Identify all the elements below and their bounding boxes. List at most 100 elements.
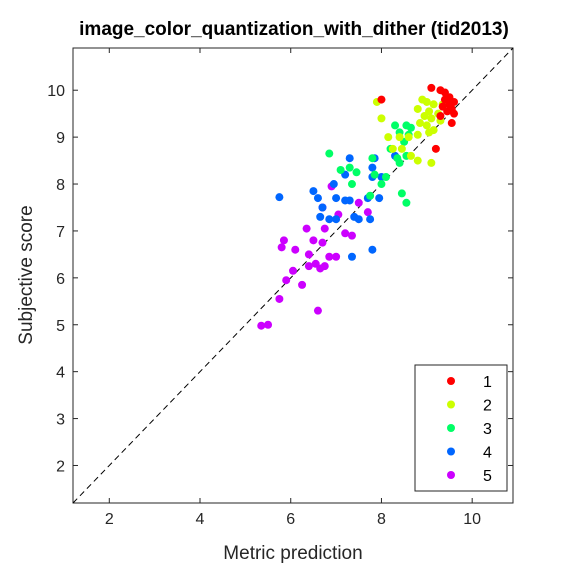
data-point: [427, 83, 436, 92]
data-point: [377, 114, 386, 123]
data-point: [309, 236, 318, 245]
data-point: [318, 238, 327, 247]
data-point: [384, 133, 393, 142]
data-point: [391, 121, 400, 130]
legend-marker-3: [447, 424, 455, 432]
data-point: [298, 280, 307, 289]
data-point: [345, 163, 354, 172]
data-point: [277, 243, 286, 252]
data-point: [354, 198, 363, 207]
data-point: [291, 245, 300, 254]
data-point: [397, 144, 406, 153]
data-point: [420, 112, 429, 121]
data-point: [447, 119, 456, 128]
data-point: [332, 215, 341, 224]
data-point: [395, 158, 404, 167]
data-point: [427, 114, 436, 123]
axis-ticks: 2 4 6 8 10 2 3 4 5 6 7 8 9 10: [47, 48, 513, 528]
x-tick-label: 6: [286, 511, 295, 528]
data-point: [257, 321, 266, 330]
data-point: [395, 133, 404, 142]
data-point: [368, 154, 377, 163]
data-point: [368, 245, 377, 254]
legend-label-2: 2: [483, 398, 492, 415]
legend-label-5: 5: [483, 468, 492, 485]
data-point: [402, 198, 411, 207]
data-point: [347, 231, 356, 240]
legend-box: [414, 364, 508, 492]
data-point: [347, 252, 356, 261]
legend-marker-5: [447, 471, 455, 479]
y-tick-label: 4: [56, 365, 65, 382]
data-point: [413, 156, 422, 165]
data-point: [341, 229, 350, 238]
series-2-points: [372, 95, 447, 167]
data-point: [347, 180, 356, 189]
data-point: [332, 194, 341, 203]
data-point: [416, 119, 425, 128]
data-point: [377, 180, 386, 189]
data-point: [279, 236, 288, 245]
x-tick-label: 4: [196, 511, 205, 528]
y-tick-label: 10: [47, 83, 65, 100]
data-point: [316, 264, 325, 273]
data-point: [397, 189, 406, 198]
data-point: [366, 191, 375, 200]
data-point: [388, 144, 397, 153]
data-point: [422, 97, 431, 106]
legend-label-4: 4: [483, 445, 492, 462]
data-point: [375, 194, 384, 203]
legend-marker-4: [447, 447, 455, 456]
data-point: [320, 224, 329, 233]
data-point: [304, 262, 313, 271]
data-point: [325, 252, 334, 261]
data-point: [366, 215, 375, 224]
data-point: [282, 276, 291, 285]
reference-line-group: [72, 47, 514, 504]
x-tick-label: 2: [105, 511, 114, 528]
y-tick-label: 3: [56, 412, 65, 429]
chart-title: image_color_quantization_with_dither (ti…: [79, 19, 509, 40]
data-point: [370, 170, 379, 179]
data-point: [325, 215, 334, 224]
data-point: [381, 172, 390, 181]
data-point: [377, 95, 386, 104]
series-1-points: [377, 83, 459, 153]
x-axis-label: Metric prediction: [223, 543, 362, 564]
data-point: [429, 100, 438, 109]
legend-marker-2: [447, 400, 455, 409]
data-point: [431, 144, 440, 153]
data-point: [275, 294, 284, 303]
legend-marker-1: [447, 377, 455, 385]
legend: 1 2 3 4 5: [414, 364, 508, 492]
data-point: [289, 266, 297, 275]
data-point: [413, 130, 422, 139]
y-tick-label: 8: [56, 177, 65, 194]
data-point: [325, 149, 334, 158]
data-point: [354, 215, 363, 224]
data-point: [264, 320, 273, 329]
data-point: [352, 168, 361, 177]
data-point: [332, 252, 341, 261]
series-4-points: [275, 151, 400, 261]
data-point: [422, 121, 431, 130]
data-point: [304, 250, 313, 259]
legend-label-3: 3: [483, 421, 492, 438]
y-axis-label: Subjective score: [16, 205, 37, 344]
y-tick-label: 6: [56, 271, 65, 288]
data-point: [316, 212, 325, 221]
data-point: [404, 133, 413, 142]
data-point: [436, 112, 445, 121]
data-point: [363, 208, 372, 217]
data-point: [318, 203, 327, 212]
data-point: [329, 180, 338, 189]
y-tick-label: 9: [56, 130, 65, 147]
y-tick-label: 7: [56, 224, 65, 241]
data-points: [257, 83, 459, 330]
data-point: [302, 224, 311, 233]
data-point: [345, 154, 354, 163]
data-point: [336, 165, 345, 174]
reference-diagonal-line: [72, 47, 514, 504]
data-point: [406, 123, 415, 132]
